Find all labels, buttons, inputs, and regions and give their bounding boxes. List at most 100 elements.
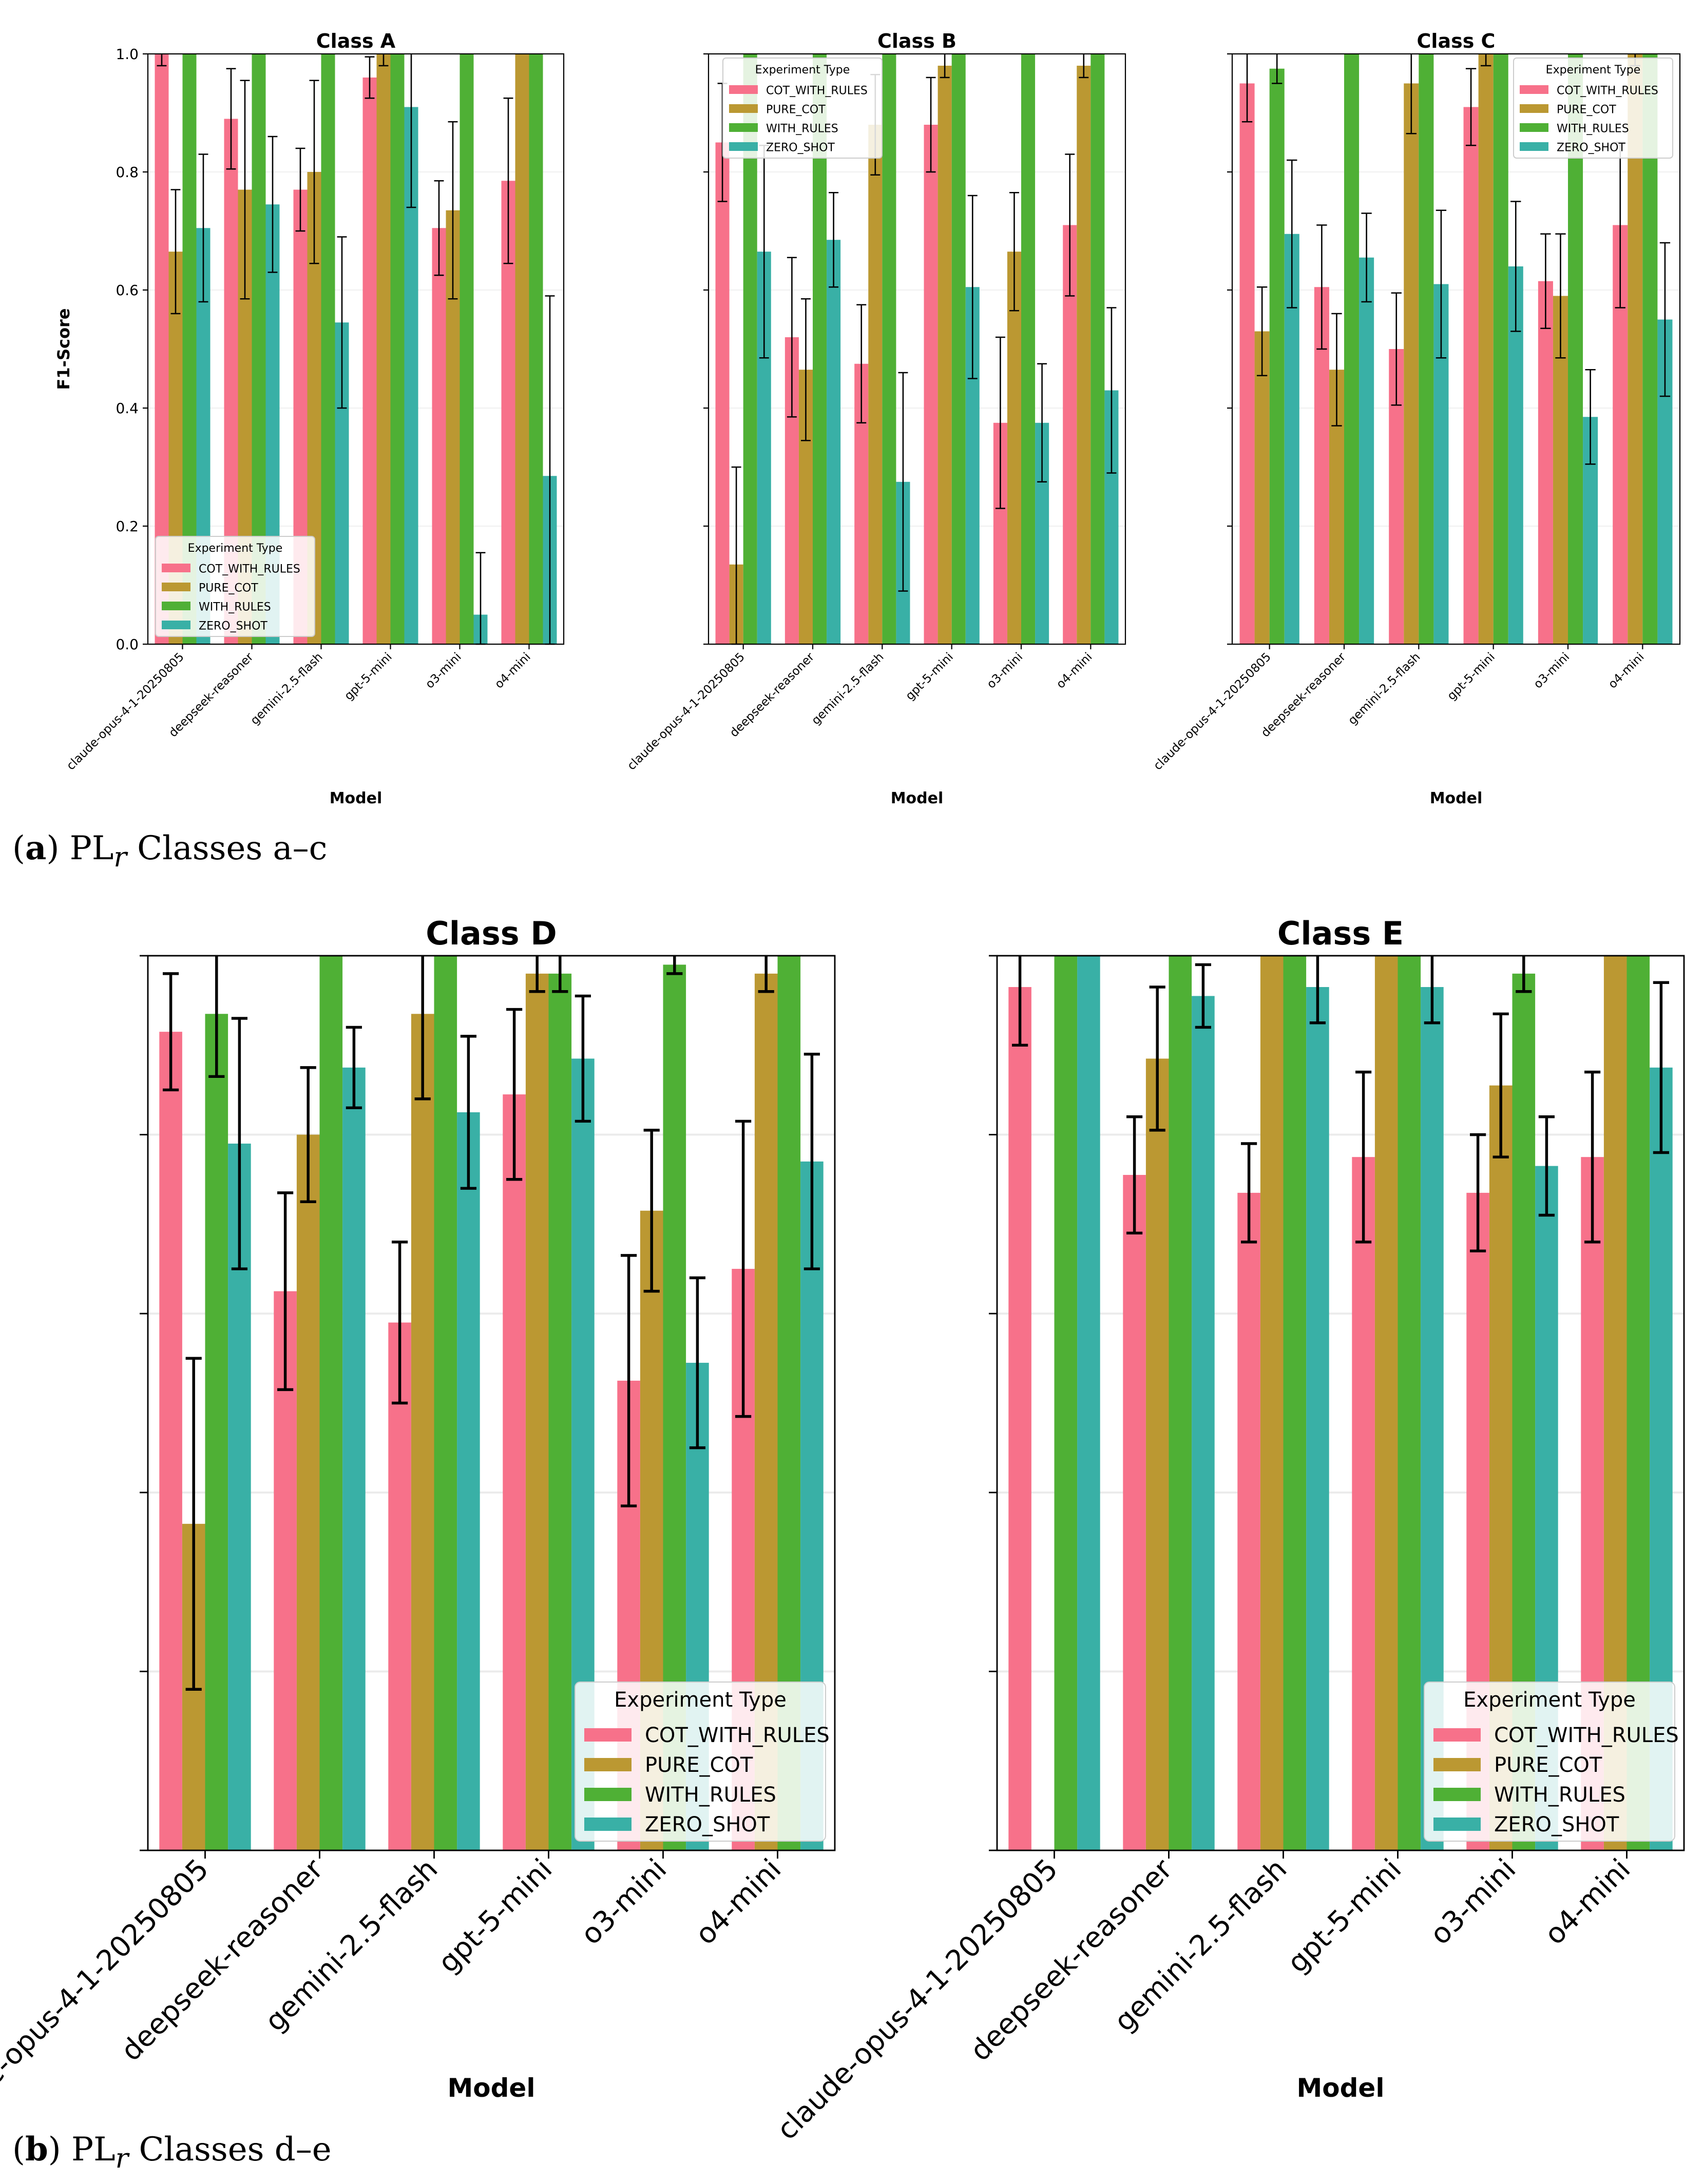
legend-entry-zero_shot: ZERO_SHOT — [1494, 1813, 1619, 1837]
bar-cot_with_rules-gpt-5-mini — [1463, 107, 1479, 644]
y-tick-label: 0.6 — [116, 282, 139, 299]
bar-pure_cot-deepseek-reasoner — [1145, 1058, 1169, 1850]
chart-class-c: claude-opus-4-1-20250805deepseek-reasone… — [1151, 30, 1681, 807]
chart-class-a: 0.0 0.2 0.4 0.6 0.8 1.0 claude-opus-4-1-202508… — [54, 30, 565, 807]
x-tick-label: o3-mini — [423, 650, 464, 691]
bar-pure_cot-gpt-5-mini — [1478, 54, 1494, 644]
legend-swatch-cot_with_rules — [162, 564, 190, 572]
legend-entry-zero_shot: ZERO_SHOT — [199, 620, 267, 633]
legend-swatch-with_rules — [1520, 123, 1548, 132]
x-tick-label: o4-mini — [1054, 650, 1095, 691]
y-tick-label: 0.8 — [116, 164, 139, 181]
bar-with_rules-deepseek-reasoner — [1344, 54, 1360, 644]
chart-title: Class B — [877, 30, 956, 52]
legend-title: Experiment Type — [188, 542, 283, 555]
bar-zero_shot-deepseek-reasoner — [342, 1067, 366, 1850]
caption-b-sub: r — [115, 2141, 129, 2174]
bar-with_rules-gpt-5-mini — [1398, 956, 1421, 1850]
bar-pure_cot-deepseek-reasoner — [296, 1134, 320, 1850]
bar-with_rules-claude-opus-4-1-20250805 — [1269, 68, 1285, 644]
legend-swatch-cot_with_rules — [584, 1728, 632, 1742]
legend-swatch-zero_shot — [1433, 1818, 1481, 1831]
bar-with_rules-o4-mini — [1090, 54, 1105, 644]
caption-a-sub: r — [113, 840, 127, 873]
bar-cot_with_rules-claude-opus-4-1-20250805 — [1008, 987, 1031, 1850]
x-axis-label: Model — [891, 789, 944, 807]
legend-swatch-pure_cot — [162, 583, 190, 591]
legend-swatch-zero_shot — [1520, 142, 1548, 151]
bar-cot_with_rules-claude-opus-4-1-20250805 — [715, 142, 730, 644]
chart-title: Class E — [1277, 915, 1404, 952]
plot-frame — [147, 955, 836, 1851]
legend-entry-cot_with_rules: COT_WITH_RULES — [1557, 85, 1658, 98]
legend-entry-zero_shot: ZERO_SHOT — [766, 142, 835, 154]
legend-swatch-zero_shot — [162, 621, 190, 629]
caption-b: (b) PLr Classes d–e — [12, 2130, 332, 2174]
legend-entry-with_rules: WITH_RULES — [766, 123, 838, 136]
legend-entry-cot_with_rules: COT_WITH_RULES — [645, 1724, 830, 1747]
bar-cot_with_rules-o3-mini — [1538, 281, 1553, 644]
bar-pure_cot-o3-mini — [1007, 252, 1021, 644]
x-tick-label: o4-mini — [1606, 650, 1647, 691]
bar-pure_cot-claude-opus-4-1-20250805 — [1254, 331, 1270, 644]
chart-title: Class A — [316, 30, 396, 52]
bar-pure_cot-o4-mini — [1077, 66, 1091, 644]
legend-entry-cot_with_rules: COT_WITH_RULES — [199, 563, 300, 576]
legend-swatch-pure_cot — [1433, 1758, 1481, 1771]
x-tick-label: o3-mini — [984, 650, 1025, 691]
bar-pure_cot-gemini-2.5-flash — [868, 125, 883, 644]
bar-pure_cot-gemini-2.5-flash — [1404, 83, 1419, 644]
bar-zero_shot-deepseek-reasoner — [1359, 257, 1374, 644]
bar-with_rules-gpt-5-mini — [390, 54, 405, 644]
legend: Experiment Type COT_WITH_RULES PURE_COT WIT… — [1424, 1682, 1679, 1842]
chart-title: Class C — [1417, 30, 1496, 52]
plot-frame — [996, 955, 1685, 1851]
legend-swatch-pure_cot — [1520, 104, 1548, 113]
x-axis-label: Model — [1430, 789, 1483, 807]
x-tick-label: o4-mini — [1538, 1852, 1637, 1951]
caption-a: (a) PLr Classes a–c — [12, 829, 328, 873]
legend-swatch-zero_shot — [729, 142, 758, 151]
y-tick-label: 1.0 — [116, 46, 139, 63]
bar-with_rules-gpt-5-mini — [1493, 54, 1508, 644]
bar-with_rules-gpt-5-mini — [548, 973, 572, 1850]
bar-pure_cot-gpt-5-mini — [1374, 956, 1398, 1850]
bar-zero_shot-deepseek-reasoner — [1192, 996, 1215, 1850]
legend-entry-pure_cot: PURE_COT — [766, 104, 826, 117]
legend: Experiment Type COT_WITH_RULES PURE_COT WIT… — [1513, 57, 1673, 159]
bar-with_rules-o3-mini — [1021, 54, 1036, 644]
legend-box — [1513, 57, 1673, 159]
caption-a-prefix: PL — [69, 829, 114, 867]
bar-cot_with_rules-claude-opus-4-1-20250805 — [1239, 83, 1255, 644]
legend-entry-pure_cot: PURE_COT — [645, 1753, 753, 1777]
bar-cot_with_rules-gemini-2.5-flash — [1237, 1192, 1260, 1850]
bar-with_rules-gemini-2.5-flash — [882, 54, 896, 644]
legend: Experiment Type COT_WITH_RULES PURE_COT WIT… — [722, 57, 883, 159]
x-tick-label: o3-mini — [575, 1852, 673, 1951]
bar-pure_cot-gpt-5-mini — [376, 54, 391, 644]
legend-swatch-cot_with_rules — [1433, 1728, 1481, 1742]
plot-frame — [147, 53, 565, 645]
bar-with_rules-deepseek-reasoner — [319, 956, 343, 1850]
x-tick-label: o4-mini — [689, 1852, 788, 1951]
bar-pure_cot-o4-mini — [515, 54, 529, 644]
x-tick-label: gpt-5-mini — [432, 1852, 559, 1979]
legend-entry-pure_cot: PURE_COT — [1494, 1753, 1602, 1777]
bar-with_rules-o4-mini — [529, 54, 543, 644]
bar-zero_shot-claude-opus-4-1-20250805 — [1077, 956, 1100, 1850]
y-tick-label: 0.2 — [116, 518, 139, 535]
legend-swatch-cot_with_rules — [729, 85, 758, 94]
bar-with_rules-gemini-2.5-flash — [434, 956, 457, 1850]
plot-frame — [1231, 53, 1681, 645]
bar-with_rules-claude-opus-4-1-20250805 — [1054, 956, 1078, 1850]
x-tick-label: o4-mini — [492, 650, 533, 691]
legend-swatch-with_rules — [1433, 1788, 1481, 1801]
bar-pure_cot-gemini-2.5-flash — [1260, 956, 1284, 1850]
bar-cot_with_rules-gemini-2.5-flash — [388, 1322, 411, 1850]
caption-b-prefix: PL — [71, 2131, 116, 2169]
bar-with_rules-gemini-2.5-flash — [1283, 956, 1307, 1850]
legend: Experiment Type COT_WITH_RULES PURE_COT WIT… — [155, 536, 315, 637]
x-tick-label: deepseek-reasoner — [1259, 650, 1349, 740]
legend: Experiment Type COT_WITH_RULES PURE_COT WIT… — [575, 1682, 830, 1842]
